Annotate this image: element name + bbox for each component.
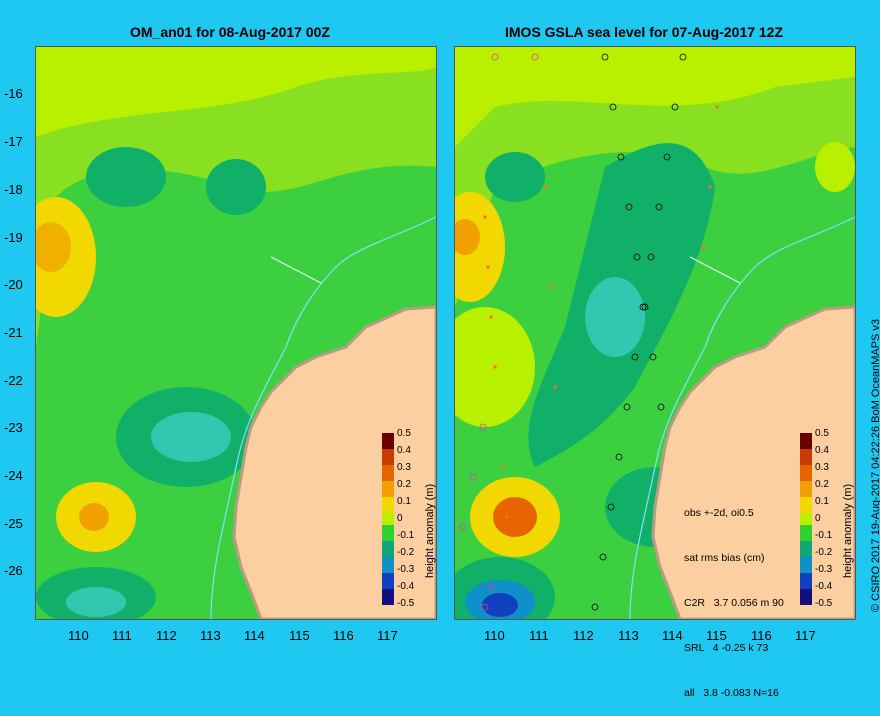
left-map <box>36 47 436 619</box>
y-tick-label: -22 <box>4 373 23 388</box>
left-map-panel <box>35 46 437 620</box>
colorbar-tick: 0.1 <box>815 496 829 507</box>
contour-low <box>86 147 166 207</box>
colorbar-tick: -0.2 <box>397 547 415 558</box>
cross-section-line <box>689 256 741 284</box>
y-tick-label: -26 <box>4 563 23 578</box>
colorbar-tick: 0.5 <box>815 428 829 439</box>
contour-low <box>585 277 645 357</box>
stats-line: all 3.8 -0.083 N=16 <box>684 687 779 699</box>
contour-low <box>485 152 545 202</box>
x-tick-label: 114 <box>244 628 265 643</box>
y-tick-label: -20 <box>4 277 23 292</box>
colorbar-tick: 0.1 <box>397 496 411 507</box>
right-panel-title: IMOS GSLA sea level for 07-Aug-2017 12Z <box>505 24 784 40</box>
colorbar-swatches <box>800 433 812 605</box>
y-tick-label: -24 <box>4 468 23 483</box>
x-tick-label: 117 <box>795 628 816 643</box>
credit-text: © CSIRO 2017 19-Aug-2017 04:22:26 BoM Oc… <box>870 318 880 612</box>
colorbar-tick: -0.3 <box>815 564 833 575</box>
x-tick-label: 116 <box>333 628 354 643</box>
depth-contour <box>629 216 855 619</box>
y-tick-label: -16 <box>4 86 23 101</box>
y-tick-label: -25 <box>4 516 23 531</box>
colorbar-tick: -0.2 <box>815 547 833 558</box>
colorbar-tick: -0.4 <box>815 581 833 592</box>
cross-section-line <box>270 256 322 284</box>
y-tick-label: -17 <box>4 134 23 149</box>
x-tick-label: 110 <box>484 628 505 643</box>
colorbar-title: height anomaly (m) <box>424 483 436 578</box>
contour-high <box>455 219 480 255</box>
y-tick-label: -18 <box>4 182 23 197</box>
x-tick-label: 113 <box>200 628 221 643</box>
x-tick-label: 111 <box>529 628 549 643</box>
colorbar-swatches <box>382 433 394 605</box>
y-tick-label: -21 <box>4 325 23 340</box>
depth-contour <box>210 216 436 619</box>
left-panel-title: OM_an01 for 08-Aug-2017 00Z <box>130 24 330 40</box>
x-tick-label: 110 <box>68 628 89 643</box>
colorbar-tick: 0.3 <box>815 462 829 473</box>
colorbar-tick: -0.1 <box>815 530 833 541</box>
satellite-track-c2r <box>591 53 687 611</box>
x-tick-label: 114 <box>662 628 683 643</box>
x-tick-label: 113 <box>618 628 639 643</box>
stats-line: C2R 3.7 0.056 m 90 <box>684 597 784 609</box>
satellite-track-srl <box>459 53 539 611</box>
colorbar-tick: -0.5 <box>815 598 833 609</box>
x-tick-label: 116 <box>751 628 772 643</box>
contour-high <box>36 222 71 272</box>
contour-high <box>815 142 855 192</box>
colorbar-tick: 0.2 <box>397 479 411 490</box>
stats-line: obs +-2d, oi0.5 <box>684 507 754 519</box>
colorbar-tick: 0 <box>815 513 821 524</box>
satellite-track-points <box>483 105 719 519</box>
x-tick-label: 112 <box>573 628 594 643</box>
contour-high <box>493 497 537 537</box>
contour-high <box>79 503 109 531</box>
colorbar-title: height anomaly (m) <box>842 483 854 578</box>
x-tick-label: 115 <box>289 628 310 643</box>
stats-line: SRL 4 -0.25 k 73 <box>684 642 769 654</box>
colorbar-tick: 0.5 <box>397 428 411 439</box>
colorbar-tick: 0 <box>397 513 403 524</box>
observation-stats: obs +-2d, oi0.5 sat rms bias (cm) C2R 3.… <box>684 476 784 716</box>
colorbar-tick: 0.4 <box>815 445 829 456</box>
colorbar-tick: 0.2 <box>815 479 829 490</box>
contour-low <box>206 159 266 215</box>
y-tick-label: -23 <box>4 420 23 435</box>
x-tick-label: 117 <box>377 628 398 643</box>
x-tick-label: 112 <box>156 628 177 643</box>
contour-low <box>66 587 126 617</box>
colorbar-tick: -0.5 <box>397 598 415 609</box>
colorbar-tick: -0.4 <box>397 581 415 592</box>
x-tick-label: 111 <box>112 628 132 643</box>
stats-line: sat rms bias (cm) <box>684 552 765 564</box>
contour-low <box>482 593 518 617</box>
y-tick-label: -19 <box>4 230 23 245</box>
colorbar-tick: -0.1 <box>397 530 415 541</box>
x-tick-label: 115 <box>706 628 727 643</box>
colorbar-tick: 0.3 <box>397 462 411 473</box>
colorbar-tick: -0.3 <box>397 564 415 575</box>
right-map <box>455 47 855 619</box>
colorbar-tick: 0.4 <box>397 445 411 456</box>
contour-low <box>151 412 231 462</box>
right-map-panel <box>454 46 856 620</box>
